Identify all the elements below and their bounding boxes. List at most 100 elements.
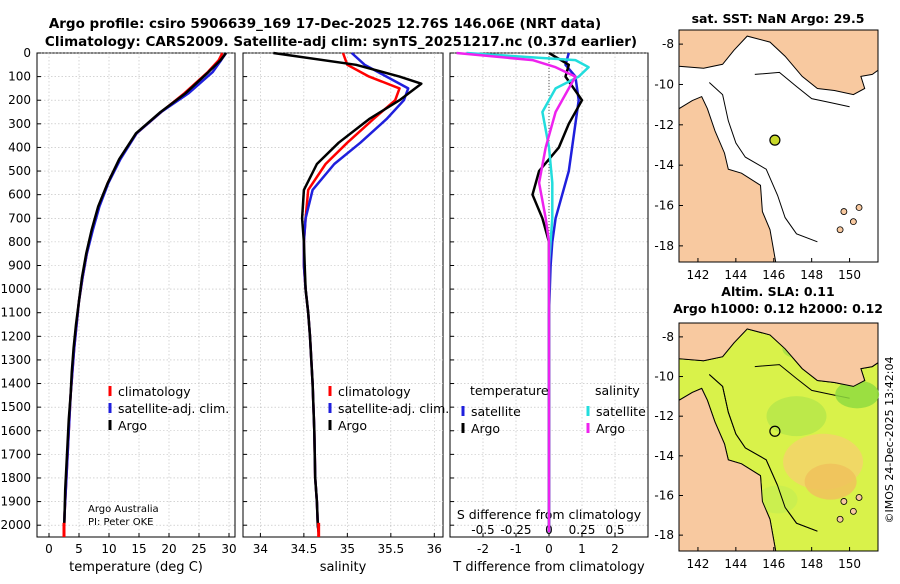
- y-tick-label: 100: [8, 70, 31, 84]
- salinity-panel: 34 34.5 35 35.5 36 salinity climatology satelli…: [242, 51, 449, 575]
- series-line-argo: [62, 52, 227, 533]
- map-x-tick-label: 150: [838, 557, 861, 571]
- map-y-tick-label: -8: [662, 37, 674, 51]
- legend-label: climatology: [118, 384, 191, 399]
- x-tick-label: 25: [191, 542, 206, 556]
- temperature-panel: 0100200300400500600700800900100011001200…: [0, 46, 236, 575]
- map-y-tick-label: -12: [654, 409, 674, 423]
- shelf-contour-overlay: [708, 374, 818, 532]
- y-tick-label: 600: [8, 188, 31, 202]
- x-tick-label: 35.5: [377, 542, 404, 556]
- y-tick-label: 200: [8, 93, 31, 107]
- x-tick-label-secondary: 0.5: [605, 523, 624, 537]
- x-tick-label: 2: [611, 542, 619, 556]
- map-x-tick-label: 148: [800, 557, 823, 571]
- y-tick-label: 1500: [0, 400, 31, 414]
- sst-map: 142 144 146 148 150 -8 -10 -12 -14 -16 -18: [654, 29, 879, 282]
- x-tick-label: 34: [253, 542, 268, 556]
- argo-float-marker: [769, 134, 781, 146]
- header-line-1: Argo profile: csiro 5906639_169 17-Dec-2…: [49, 16, 601, 32]
- y-tick-label: 1200: [0, 329, 31, 343]
- sla-anomaly-patch: [804, 463, 857, 500]
- legend-header: salinity: [595, 383, 640, 398]
- y-tick-label: 300: [8, 117, 31, 131]
- sla-map: 142 144 146 148 150 -8 -10 -12 -14 -16 -18: [654, 322, 880, 571]
- x-tick-label: 10: [101, 542, 116, 556]
- legend-label: climatology: [338, 384, 411, 399]
- island: [840, 208, 848, 215]
- y-tick-label: 800: [8, 235, 31, 249]
- map-y-tick-label: -18: [654, 528, 674, 542]
- map-y-tick-label: -16: [654, 488, 674, 502]
- y-tick-label: 1000: [0, 282, 31, 296]
- x-tick-label: 5: [75, 542, 83, 556]
- shelf-contour: [708, 82, 818, 243]
- x-tick-label: 35: [340, 542, 355, 556]
- island: [855, 494, 863, 501]
- x-tick-label: 0: [45, 542, 53, 556]
- map-y-tick-label: -18: [654, 239, 674, 253]
- x-axis-label: temperature (deg C): [69, 560, 203, 575]
- x-tick-label: 0: [545, 542, 553, 556]
- reef-contour: [754, 71, 850, 108]
- map-y-tick-label: -16: [654, 199, 674, 213]
- map-x-tick-label: 144: [724, 557, 747, 571]
- island: [849, 507, 857, 515]
- y-tick-label: 1100: [0, 306, 31, 320]
- x-tick-label: -2: [477, 542, 489, 556]
- argo-float-marker: [769, 425, 781, 437]
- x-tick-label: 30: [221, 542, 236, 556]
- x-axis-label: T difference from climatology: [452, 560, 645, 575]
- y-tick-label: 900: [8, 258, 31, 272]
- land-cape-york: [678, 95, 777, 263]
- legend-label: satellite-adj. clim.: [118, 401, 229, 416]
- legend-label: satellite: [471, 404, 521, 419]
- map-y-tick-label: -12: [654, 118, 674, 132]
- x-tick-label: -1: [510, 542, 522, 556]
- island: [836, 226, 844, 234]
- legend-label: satellite-adj. clim.: [338, 401, 449, 416]
- map-y-tick-label: -10: [654, 77, 674, 91]
- map-y-tick-label: -10: [654, 370, 674, 384]
- credit-pi: PI: Peter OKE: [88, 517, 153, 528]
- map-x-tick-label: 142: [686, 557, 709, 571]
- map-y-tick-label: -8: [662, 330, 674, 344]
- series-line-argo: [273, 51, 423, 533]
- map-x-tick-label: 144: [724, 268, 747, 282]
- island: [855, 204, 863, 211]
- x-axis-label: salinity: [320, 560, 367, 575]
- legend-label: Argo: [471, 421, 500, 436]
- y-tick-label: 0: [23, 46, 31, 60]
- x-tick-label-secondary: -0.25: [500, 523, 531, 537]
- y-tick-label: 1600: [0, 424, 31, 438]
- land-papua-new-guinea: [678, 29, 879, 96]
- x-tick-label: 15: [131, 542, 146, 556]
- sst-map-title: sat. SST: NaN Argo: 29.5: [692, 11, 865, 26]
- map-y-tick-label: -14: [654, 449, 674, 463]
- map-x-tick-label: 150: [838, 268, 861, 282]
- plot-area: [242, 52, 444, 538]
- legend-label: Argo: [596, 421, 625, 436]
- sla-map-title: Altim. SLA: 0.11: [721, 284, 834, 299]
- y-tick-label: 1900: [0, 495, 31, 509]
- series-line-salinity-argo: [456, 51, 577, 533]
- island: [840, 498, 848, 505]
- map-x-tick-label: 146: [762, 268, 785, 282]
- y-tick-label: 1800: [0, 471, 31, 485]
- imos-watermark: ©IMOS 24-Dec-2025 13:42:04: [883, 357, 896, 524]
- legend-label: satellite: [596, 404, 646, 419]
- y-tick-label: 2000: [0, 518, 31, 532]
- legend-label: Argo: [118, 418, 147, 433]
- reef-contour: [754, 364, 850, 399]
- x-tick-label-secondary: 0.25: [569, 523, 596, 537]
- map-x-tick-label: 142: [686, 268, 709, 282]
- header-line-2: Climatology: CARS2009. Satellite-adj cli…: [45, 34, 637, 50]
- y-tick-label: 400: [8, 140, 31, 154]
- map-x-tick-label: 146: [762, 557, 785, 571]
- x-tick-label: 36: [427, 542, 442, 556]
- credit-org: Argo Australia: [88, 504, 159, 515]
- legend-label: Argo: [338, 418, 367, 433]
